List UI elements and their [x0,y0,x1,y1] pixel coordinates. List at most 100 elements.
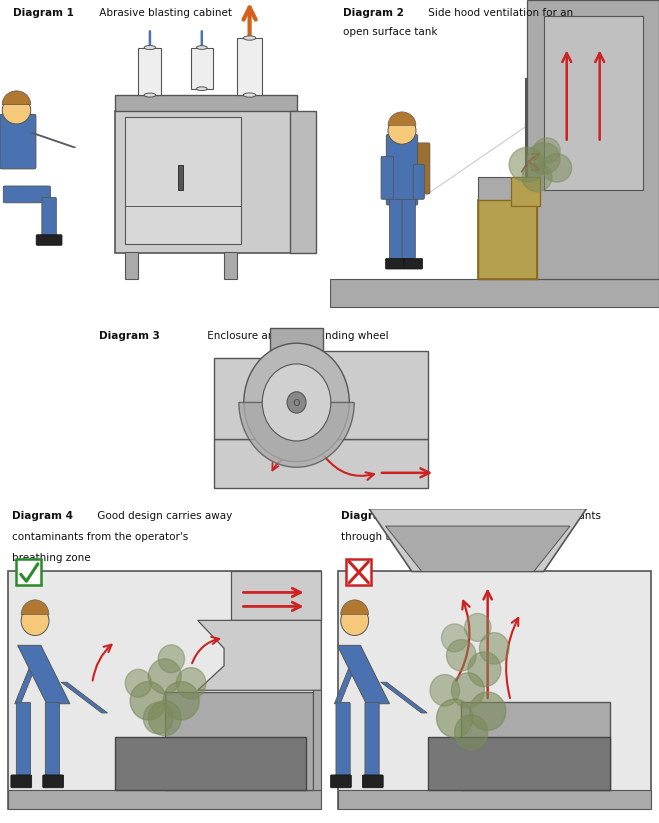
Bar [214,439,428,487]
Text: o: o [293,396,301,409]
Wedge shape [2,91,31,105]
Circle shape [447,639,476,671]
Wedge shape [388,112,416,125]
Circle shape [523,163,552,192]
Bar [478,178,527,279]
Bar [214,358,297,439]
Bar [224,252,237,279]
Bar [461,703,610,790]
Bar [330,279,659,307]
Bar [338,790,651,809]
Wedge shape [21,600,49,615]
Bar [346,560,370,585]
Text: Good design carries away: Good design carries away [94,511,232,521]
Circle shape [143,703,173,734]
FancyBboxPatch shape [0,114,36,169]
Bar [115,95,297,111]
Text: Enclosure around a grinding wheel: Enclosure around a grinding wheel [204,332,389,342]
Circle shape [542,154,572,182]
Circle shape [341,606,368,635]
FancyBboxPatch shape [45,702,59,776]
Circle shape [148,700,181,736]
FancyBboxPatch shape [362,775,384,788]
FancyBboxPatch shape [413,165,424,199]
Circle shape [125,669,152,697]
Circle shape [163,681,200,720]
Bar [125,252,138,279]
FancyBboxPatch shape [365,702,379,776]
Text: contaminants from the operator's: contaminants from the operator's [12,532,188,542]
Circle shape [177,667,206,699]
FancyBboxPatch shape [36,235,62,245]
Polygon shape [369,509,587,571]
Circle shape [148,659,181,694]
Ellipse shape [144,93,156,97]
FancyBboxPatch shape [386,258,405,269]
Bar [16,560,41,585]
Ellipse shape [144,45,156,49]
FancyBboxPatch shape [336,702,350,776]
FancyBboxPatch shape [3,186,51,202]
Bar [338,571,651,809]
Bar [270,328,323,351]
Bar [165,692,313,790]
Polygon shape [334,661,358,704]
Text: Abrasive blasting cabinet: Abrasive blasting cabinet [96,8,231,18]
Circle shape [437,699,473,737]
Text: Diagram 5: Diagram 5 [341,511,402,521]
Bar [191,48,213,89]
Ellipse shape [196,87,207,91]
Bar [115,737,306,790]
FancyBboxPatch shape [412,143,430,194]
Circle shape [468,652,501,686]
FancyBboxPatch shape [402,199,415,258]
Bar [544,16,643,190]
FancyBboxPatch shape [330,775,351,788]
Circle shape [442,624,468,652]
Polygon shape [337,645,389,704]
FancyBboxPatch shape [404,258,422,269]
Circle shape [430,675,460,706]
Circle shape [388,117,416,144]
Text: Side hood ventilation for an: Side hood ventilation for an [425,8,573,18]
Circle shape [2,96,31,124]
Bar [527,0,659,279]
Text: open surface tank: open surface tank [343,27,437,37]
Polygon shape [231,571,322,621]
Bar [115,111,297,253]
Circle shape [287,392,306,413]
Circle shape [262,364,331,441]
Text: Diagram 3: Diagram 3 [99,332,159,342]
Circle shape [158,645,185,672]
Text: through the breathing zone: through the breathing zone [341,532,484,542]
FancyBboxPatch shape [386,134,418,205]
Bar [138,48,161,95]
Circle shape [509,147,546,182]
Polygon shape [61,682,107,713]
Ellipse shape [196,45,207,49]
Bar [428,737,610,790]
Text: Diagram 4: Diagram 4 [12,511,72,521]
Bar [313,571,322,790]
Circle shape [527,142,560,174]
FancyBboxPatch shape [43,775,64,788]
Text: breathing zone: breathing zone [12,553,90,563]
Polygon shape [18,645,70,704]
Polygon shape [297,351,428,439]
Circle shape [130,681,167,720]
FancyBboxPatch shape [11,775,32,788]
Ellipse shape [243,36,256,40]
Bar [290,111,316,253]
Text: Diagram 2: Diagram 2 [343,8,403,18]
FancyBboxPatch shape [42,198,57,237]
FancyBboxPatch shape [381,156,393,199]
Polygon shape [32,133,76,147]
Bar [478,200,537,279]
Text: Poor design carries contaminants: Poor design carries contaminants [424,511,602,521]
Text: Diagram 1: Diagram 1 [13,8,74,18]
Circle shape [465,613,491,641]
Bar [237,38,262,95]
Bar [125,117,241,244]
Polygon shape [381,682,427,713]
Circle shape [451,672,484,708]
